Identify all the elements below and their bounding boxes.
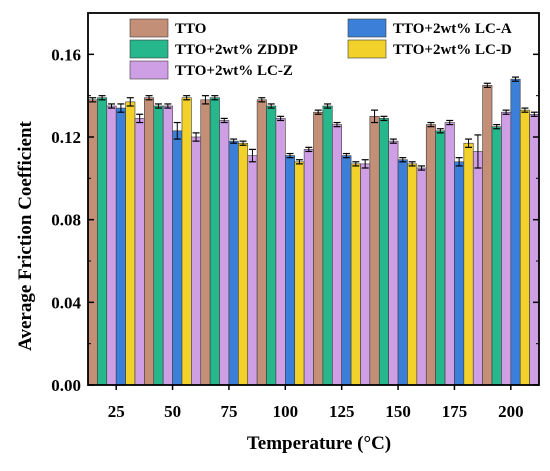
- bar: [313, 111, 324, 386]
- bar: [209, 97, 220, 386]
- legend-swatch: [347, 39, 387, 59]
- bar: [115, 107, 126, 386]
- bar: [378, 118, 389, 386]
- bar: [144, 97, 155, 386]
- bar: [482, 85, 493, 386]
- legend-swatch: [129, 18, 169, 38]
- legend-label: TTO: [175, 21, 206, 37]
- bar: [369, 116, 380, 386]
- x-tick-label: 75: [220, 402, 237, 421]
- legend-label: TTO+2wt% LC-Z: [175, 63, 293, 79]
- y-tick-label: 0.12: [51, 128, 81, 147]
- bar: [425, 124, 436, 386]
- bar: [275, 118, 286, 386]
- x-tick-label: 175: [442, 402, 468, 421]
- ticks-layer: 25 50 75 100 125 150 175 200 0.00 0.04 0.08 0.12 0.1…: [51, 45, 539, 421]
- legend-label: TTO+2wt% LC-A: [393, 21, 512, 37]
- bar: [435, 130, 446, 386]
- bar: [454, 161, 465, 386]
- bar: [238, 142, 249, 386]
- bar: [294, 161, 305, 386]
- bar: [285, 155, 296, 386]
- axes-frame: [87, 12, 540, 386]
- legend-swatch: [129, 60, 169, 80]
- legend-label: TTO+2wt% ZDDP: [175, 42, 298, 58]
- x-tick-label: 100: [273, 402, 299, 421]
- error-bars-layer: [89, 76, 538, 171]
- bar: [529, 113, 540, 386]
- bar: [416, 167, 427, 386]
- bar: [341, 155, 352, 386]
- bar: [228, 140, 239, 386]
- legend: TTO TTO+2wt% LC-A TTO+2wt% ZDDP TTO+2wt% LC…: [129, 18, 512, 80]
- bar: [266, 105, 277, 386]
- bar: [125, 101, 136, 386]
- y-tick-label: 0.16: [51, 45, 81, 64]
- bar: [444, 122, 455, 386]
- bar: [472, 151, 483, 386]
- bar: [360, 163, 371, 386]
- plot-frame: [87, 12, 540, 386]
- legend-label: TTO+2wt% LC-D: [393, 42, 512, 58]
- bar: [463, 142, 474, 386]
- bar: [153, 105, 164, 386]
- bar: [87, 99, 98, 386]
- bar: [388, 140, 399, 386]
- bar: [247, 155, 258, 386]
- bars-layer: [87, 78, 540, 386]
- bar: [97, 97, 108, 386]
- y-tick-label: 0.04: [51, 293, 81, 312]
- x-tick-label: 25: [108, 402, 125, 421]
- y-tick-label: 0.08: [51, 211, 81, 230]
- bar: [519, 109, 530, 386]
- bar: [134, 118, 145, 386]
- x-tick-label: 200: [498, 402, 524, 421]
- bar: [397, 159, 408, 386]
- bar: [407, 163, 418, 386]
- bar: [162, 105, 173, 386]
- bar: [200, 99, 211, 386]
- y-axis-title: Average Friction Coefficient: [15, 121, 36, 351]
- bar: [181, 97, 192, 386]
- bar: [303, 149, 314, 386]
- legend-swatch: [347, 18, 387, 38]
- bar: [331, 124, 342, 386]
- x-tick-label: 150: [385, 402, 411, 421]
- legend-swatch: [129, 39, 169, 59]
- bar: [172, 130, 183, 386]
- bar: [322, 105, 333, 386]
- bar: [191, 136, 202, 386]
- x-tick-label: 125: [329, 402, 355, 421]
- bar: [501, 111, 512, 386]
- bar: [219, 120, 230, 386]
- bar: [510, 78, 521, 386]
- bar: [256, 99, 267, 386]
- x-axis-title: Temperature (°C): [247, 433, 391, 454]
- bar: [491, 126, 502, 386]
- x-tick-label: 50: [164, 402, 181, 421]
- bar: [106, 105, 117, 386]
- bar: [350, 163, 361, 386]
- y-tick-label: 0.00: [51, 376, 81, 395]
